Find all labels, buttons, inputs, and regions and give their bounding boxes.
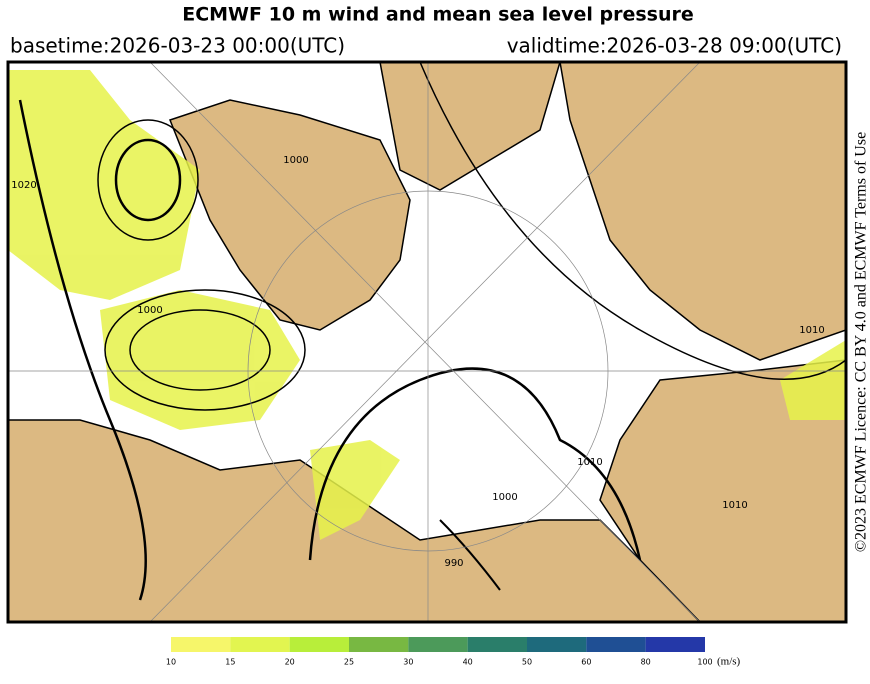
colorbar-tick-label: 60 bbox=[581, 658, 591, 667]
colorbar-tick-label: 30 bbox=[403, 658, 413, 667]
contour-label: 1010 bbox=[799, 325, 824, 336]
isobars bbox=[18, 61, 847, 601]
colorbar-tick-label: 80 bbox=[641, 658, 651, 667]
colorbar-tick-label: 50 bbox=[522, 658, 532, 667]
colorbar-segment bbox=[645, 637, 705, 652]
colorbar-segment bbox=[230, 637, 290, 652]
validtime: validtime:2026-03-28 09:00(UTC) bbox=[507, 34, 842, 58]
wind-shading bbox=[8, 70, 846, 540]
colorbar-segment bbox=[171, 637, 231, 652]
colorbar-tick-label: 15 bbox=[225, 658, 235, 667]
contour-label: 1010 bbox=[722, 500, 747, 511]
title: ECMWF 10 m wind and mean sea level press… bbox=[182, 4, 694, 26]
colorbar-segment bbox=[408, 637, 468, 652]
colorbar-segment bbox=[467, 637, 527, 652]
contour-labels: 1020 1000 1000 1010 1000 990 1010 1010 bbox=[11, 155, 824, 569]
colorbar-tick-label: 20 bbox=[285, 658, 295, 667]
contour-label: 1000 bbox=[492, 492, 517, 503]
colorbar-tick-label: 100 bbox=[697, 658, 712, 667]
contour-label: 1020 bbox=[11, 180, 36, 191]
colorbar: 10 15 20 25 30 40 50 60 80 100 (m/s) bbox=[166, 637, 741, 668]
credit: ©2023 ECMWF Licence: CC BY 4.0 and ECMWF… bbox=[853, 132, 870, 552]
colorbar-tick-label: 40 bbox=[463, 658, 473, 667]
contour-label: 1010 bbox=[577, 457, 602, 468]
colorbar-tick-label: 10 bbox=[166, 658, 176, 667]
contour-label: 1000 bbox=[137, 305, 162, 316]
colorbar-segment bbox=[289, 637, 349, 652]
colorbar-unit: (m/s) bbox=[717, 656, 741, 668]
colorbar-segment bbox=[586, 637, 646, 652]
contour-label: 990 bbox=[444, 558, 463, 569]
graticule bbox=[8, 61, 846, 623]
map: 1020 1000 1000 1010 1000 990 1010 1010 bbox=[6, 60, 848, 624]
colorbar-segment bbox=[527, 637, 587, 652]
colorbar-segment bbox=[349, 637, 409, 652]
basetime: basetime:2026-03-23 00:00(UTC) bbox=[10, 34, 345, 58]
map-frame bbox=[6, 60, 848, 624]
colorbar-tick-label: 25 bbox=[344, 658, 354, 667]
contour-label: 1000 bbox=[283, 155, 308, 166]
